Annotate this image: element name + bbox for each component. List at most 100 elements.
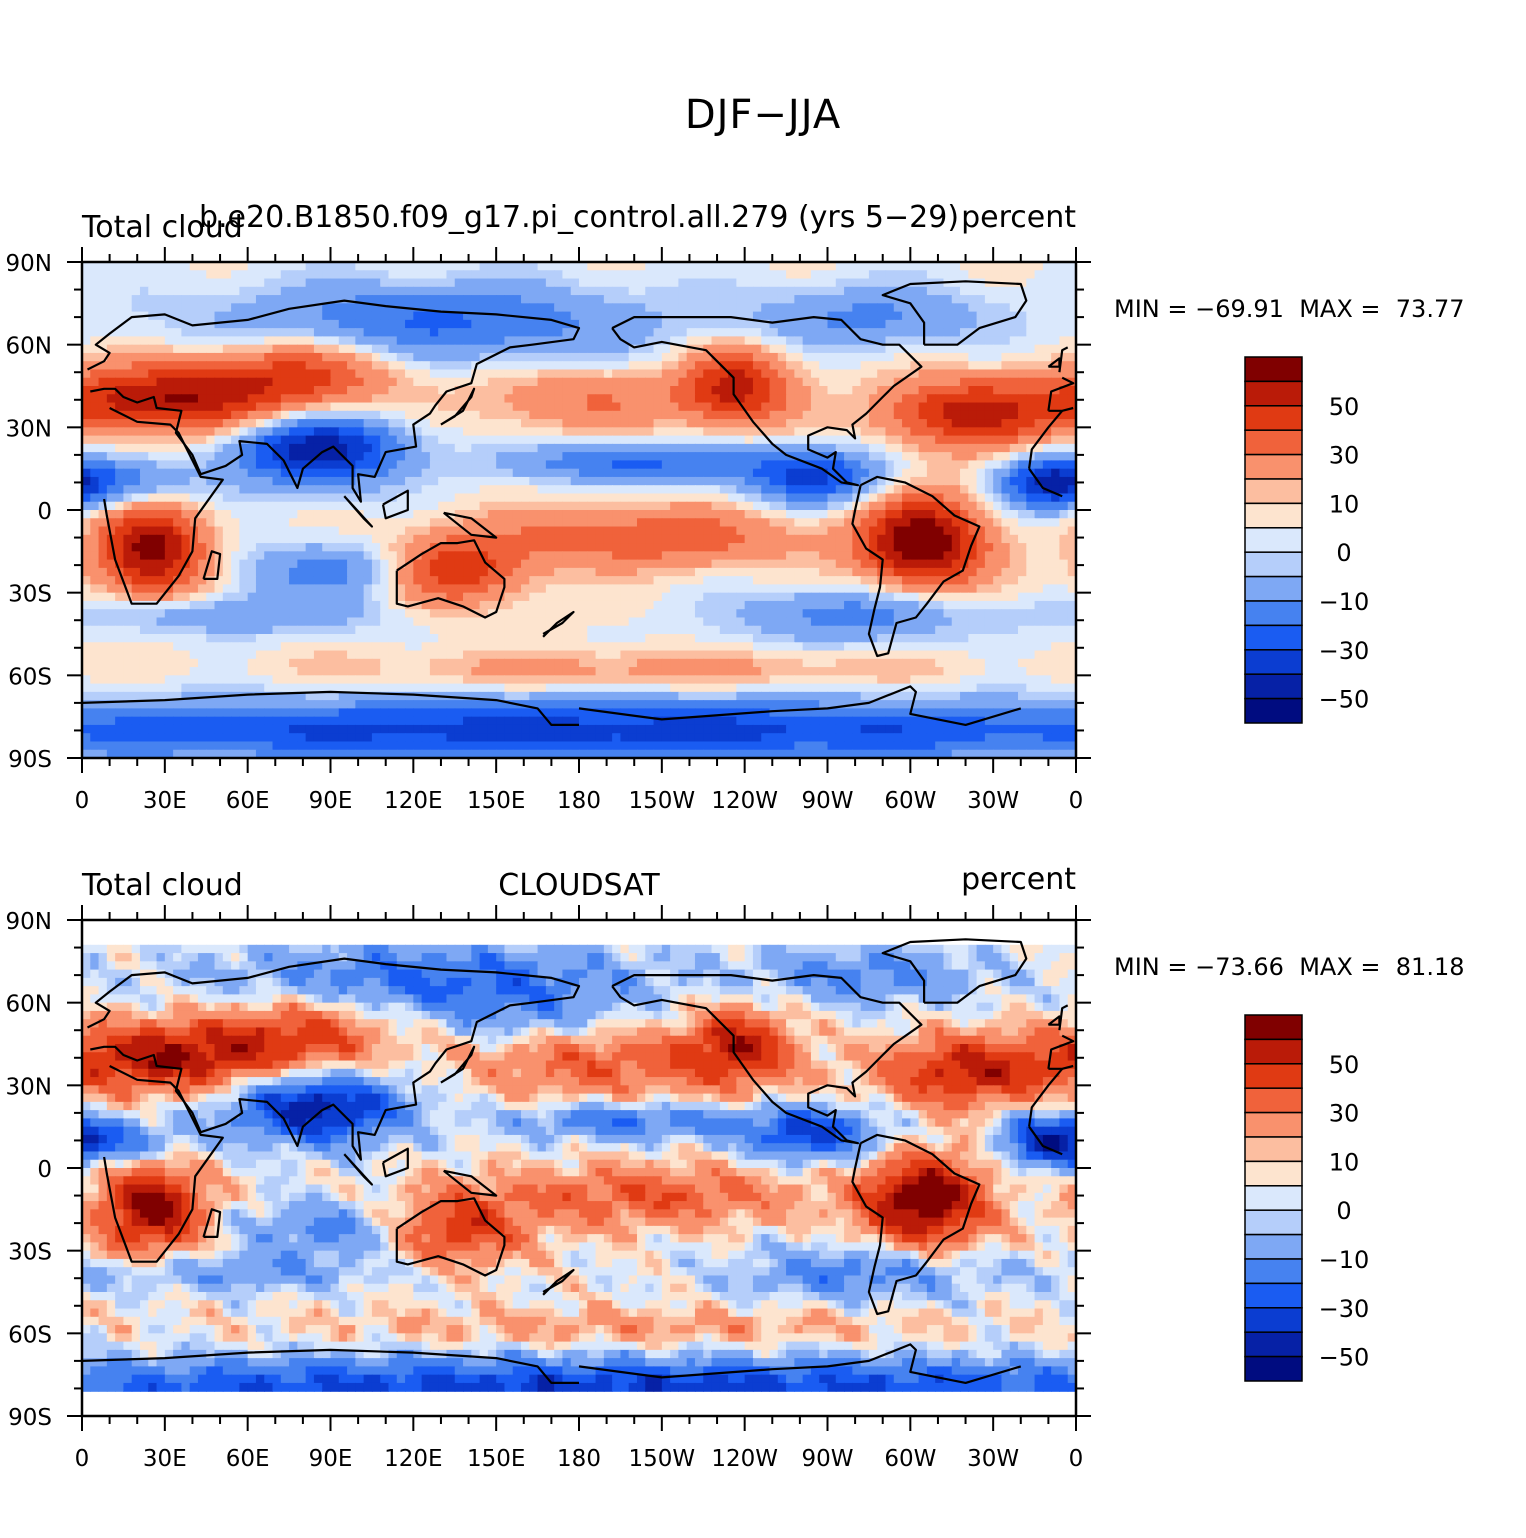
field-cell: [703, 559, 713, 569]
field-cell: [628, 526, 638, 536]
field-cell: [570, 286, 580, 296]
field-cell: [148, 559, 158, 569]
field-cell: [1034, 270, 1044, 280]
field-cell: [280, 286, 290, 296]
field-cell: [1051, 344, 1061, 354]
field-cell: [769, 567, 779, 577]
field-cell: [388, 485, 398, 495]
field-cell: [330, 584, 340, 594]
field-cell: [777, 452, 787, 461]
field-cell: [322, 493, 332, 503]
field-cell: [587, 369, 597, 379]
field-cell: [214, 402, 224, 412]
field-cell: [214, 394, 224, 404]
field-cell: [272, 361, 282, 371]
field-cell: [280, 592, 290, 602]
field-cell: [711, 377, 721, 387]
field-cell: [769, 311, 779, 321]
field-cell: [115, 262, 125, 271]
field-cell: [164, 394, 174, 404]
field-cell: [769, 518, 779, 528]
field-cell: [636, 427, 646, 437]
field-cell: [719, 518, 729, 528]
field-cell: [703, 278, 713, 288]
field-cell: [479, 394, 489, 404]
field-cell: [852, 435, 862, 445]
field-cell: [968, 551, 978, 561]
field-cell: [463, 501, 472, 511]
field-cell: [579, 369, 588, 379]
field-cell: [554, 369, 564, 379]
field-cell: [90, 534, 100, 544]
field-cell: [148, 534, 158, 544]
field-cell: [82, 559, 91, 569]
field-cell: [214, 534, 224, 544]
field-cell: [90, 501, 100, 511]
field-cell: [330, 518, 340, 528]
field-cell: [943, 295, 953, 304]
field-cell: [454, 559, 464, 569]
field-cell: [570, 435, 580, 445]
field-cell: [794, 501, 804, 511]
field-cell: [222, 386, 232, 395]
field-cell: [429, 344, 439, 354]
field-cell: [694, 559, 704, 569]
field-cell: [487, 435, 497, 445]
field-cell: [902, 286, 911, 296]
field-cell: [612, 468, 622, 478]
field-cell: [554, 567, 564, 577]
field-cell: [106, 584, 116, 594]
field-cell: [653, 286, 663, 296]
field-cell: [239, 394, 249, 404]
field-cell: [255, 543, 265, 552]
field-cell: [852, 576, 862, 585]
field-cell: [148, 584, 158, 594]
field-cell: [90, 328, 100, 337]
field-cell: [247, 303, 257, 313]
field-cell: [603, 452, 613, 461]
field-cell: [562, 402, 572, 412]
field-cell: [711, 493, 721, 503]
field-cell: [454, 402, 464, 412]
field-cell: [264, 311, 274, 321]
field-cell: [388, 311, 398, 321]
field-cell: [719, 352, 729, 362]
field-cell: [719, 286, 729, 296]
field-cell: [90, 419, 100, 428]
field-cell: [173, 319, 182, 329]
field-cell: [786, 336, 795, 346]
field-cell: [173, 534, 182, 544]
field-cell: [918, 402, 928, 412]
field-cell: [976, 402, 986, 412]
field-cell: [545, 518, 555, 528]
field-cell: [951, 526, 961, 536]
field-cell: [197, 543, 207, 552]
field-cell: [761, 510, 771, 519]
field-cell: [579, 295, 588, 304]
field-cell: [1018, 576, 1027, 585]
field-cell: [951, 262, 961, 271]
field-cell: [164, 559, 174, 569]
field-cell: [280, 344, 290, 354]
field-cell: [579, 592, 588, 602]
field-cell: [844, 328, 853, 337]
field-cell: [554, 419, 564, 428]
field-cell: [844, 584, 853, 594]
field-cell: [943, 344, 953, 354]
field-cell: [529, 435, 539, 445]
field-cell: [139, 319, 149, 329]
field-cell: [951, 493, 961, 503]
field-cell: [1001, 402, 1011, 412]
field-cell: [844, 394, 853, 404]
field-cell: [504, 427, 514, 437]
field-cell: [620, 419, 630, 428]
field-cell: [363, 311, 373, 321]
field-cell: [131, 270, 141, 280]
field-cell: [413, 311, 423, 321]
field-cell: [603, 501, 613, 511]
field-cell: [570, 303, 580, 313]
field-cell: [545, 394, 555, 404]
field-cell: [1059, 468, 1069, 478]
field-cell: [827, 427, 837, 437]
field-cell: [852, 476, 862, 486]
